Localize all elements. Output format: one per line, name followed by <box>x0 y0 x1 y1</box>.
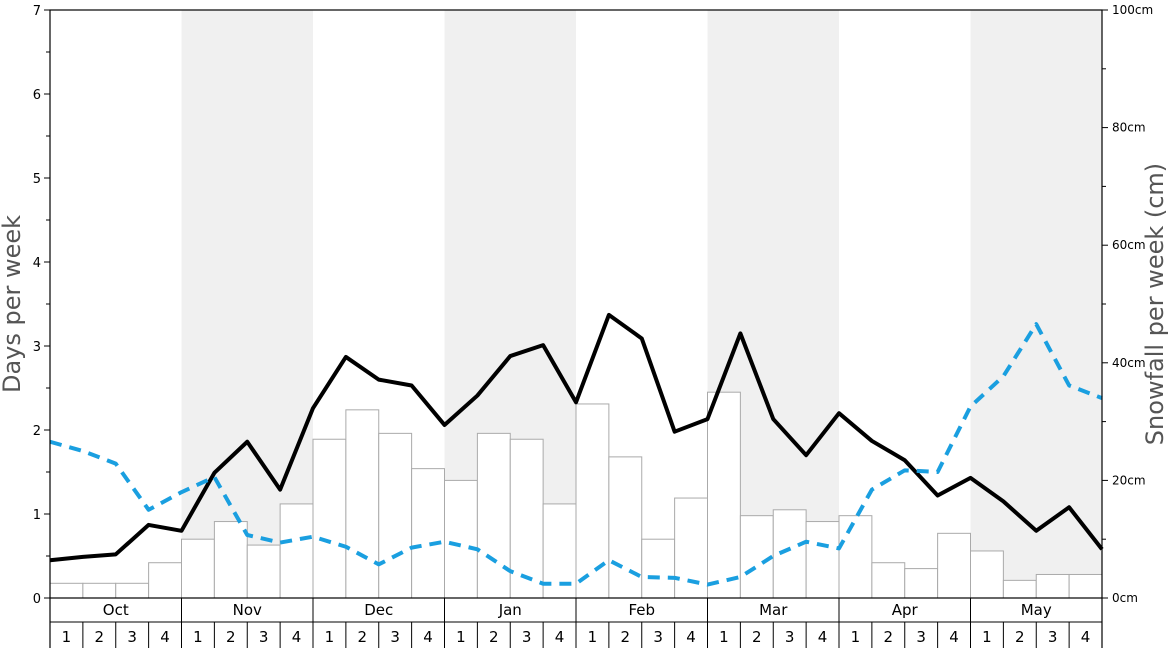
week-label: 1 <box>982 628 992 646</box>
left-tick-label: 5 <box>33 172 41 187</box>
week-label: 4 <box>686 628 696 646</box>
week-label: 1 <box>456 628 466 646</box>
left-tick-label: 0 <box>33 592 41 607</box>
month-label-nov: Nov <box>233 601 262 619</box>
week-label: 2 <box>358 628 368 646</box>
snowfall-bar-5 <box>181 538 215 599</box>
snowfall-bar-9 <box>312 438 347 599</box>
left-tick-label: 1 <box>33 508 41 523</box>
week-label: 2 <box>884 628 894 646</box>
snowfall-bar-3 <box>115 582 150 599</box>
snowfall-bar-13 <box>444 479 478 599</box>
line-series-1 <box>49 312 1104 563</box>
snowfall-bar-19 <box>641 538 676 599</box>
left-tick-label: 6 <box>33 88 41 103</box>
snowfall-bar-23 <box>772 509 807 599</box>
right-tick-label: 40cm <box>1112 356 1146 370</box>
snowfall-bar-7 <box>246 544 281 599</box>
month-bands <box>181 10 1102 598</box>
week-label: 3 <box>127 628 137 646</box>
snowfall-bar-17 <box>575 403 610 599</box>
left-axis: 0 1 2 3 4 5 6 7 <box>33 4 50 607</box>
snowfall-bar-1 <box>49 582 84 599</box>
week-label: 4 <box>1081 628 1091 646</box>
week-label: 2 <box>226 628 236 646</box>
snowfall-bar-8 <box>279 503 314 599</box>
right-tick-label: 80cm <box>1112 121 1146 135</box>
right-tick-label: 60cm <box>1112 238 1146 252</box>
snowfall-bars <box>49 391 1103 599</box>
week-label: 3 <box>522 628 532 646</box>
month-label-dec: Dec <box>364 601 393 619</box>
snowfall-bar-6 <box>213 521 248 599</box>
snowfall-bar-30 <box>1002 579 1037 599</box>
right-tick-label: 20cm <box>1112 473 1146 487</box>
snowfall-bar-11 <box>378 432 413 599</box>
snowfall-bar-15 <box>509 438 544 599</box>
week-label: 1 <box>851 628 861 646</box>
month-label-oct: Oct <box>103 601 129 619</box>
right-tick-label: 100cm <box>1112 3 1153 17</box>
snowfall-bar-26 <box>871 562 906 599</box>
left-tick-label: 7 <box>33 4 41 19</box>
snowfall-bar-12 <box>411 468 445 599</box>
week-label: 2 <box>1015 628 1025 646</box>
week-label: 4 <box>160 628 170 646</box>
snowfall-bar-29 <box>970 550 1004 599</box>
month-label-jan: Jan <box>498 601 522 619</box>
week-label: 4 <box>949 628 959 646</box>
left-axis-title: Days per week <box>0 215 26 393</box>
month-label-may: May <box>1021 601 1052 619</box>
week-label: 2 <box>752 628 762 646</box>
x-axis: Oct 1 2 3 4 Nov 1 2 3 4 Dec 1 2 3 4 Jan 1 2 3 4 Feb 1 2 3 4 Mar 1 2… <box>49 598 1103 648</box>
week-label: 3 <box>1048 628 1058 646</box>
week-label: 4 <box>292 628 302 646</box>
snowfall-bar-10 <box>345 409 380 599</box>
week-label: 4 <box>555 628 565 646</box>
week-label: 4 <box>423 628 433 646</box>
snowfall-bar-24 <box>805 521 840 599</box>
month-label-apr: Apr <box>892 601 919 619</box>
right-axis: 0cm 20cm 40cm 60cm 80cm 100cm <box>1102 3 1153 605</box>
left-tick-label: 2 <box>33 424 41 439</box>
line-series-2 <box>49 322 1103 587</box>
month-label-mar: Mar <box>759 601 788 619</box>
week-label: 3 <box>916 628 926 646</box>
week-label: 3 <box>390 628 400 646</box>
snowfall-bar-21 <box>707 391 741 599</box>
snowfall-bar-28 <box>937 532 971 599</box>
right-tick-label: 0cm <box>1112 591 1138 605</box>
snowfall-bar-27 <box>904 568 939 599</box>
line-series <box>49 312 1104 587</box>
week-label: 1 <box>325 628 335 646</box>
week-label: 2 <box>95 628 105 646</box>
month-band-nov <box>181 10 313 598</box>
week-label: 1 <box>62 628 72 646</box>
week-label: 1 <box>193 628 203 646</box>
left-tick-label: 3 <box>33 340 41 355</box>
snowfall-bar-18 <box>608 456 643 599</box>
snowfall-bar-31 <box>1035 573 1070 599</box>
week-label: 3 <box>785 628 795 646</box>
week-label: 1 <box>588 628 598 646</box>
week-label: 2 <box>489 628 499 646</box>
week-label: 1 <box>719 628 729 646</box>
snowfall-bar-32 <box>1068 573 1103 599</box>
month-label-feb: Feb <box>628 601 655 619</box>
snowfall-bar-14 <box>476 432 511 599</box>
left-tick-label: 4 <box>33 256 41 271</box>
snowfall-bar-4 <box>148 562 182 599</box>
week-label: 2 <box>621 628 631 646</box>
right-axis-title: Snowfall per week (cm) <box>1141 163 1168 445</box>
week-label: 3 <box>653 628 663 646</box>
snowfall-bar-25 <box>838 515 873 599</box>
snowfall-bar-2 <box>82 582 117 599</box>
week-label: 4 <box>818 628 828 646</box>
week-label: 3 <box>259 628 269 646</box>
month-band-may <box>970 10 1102 598</box>
